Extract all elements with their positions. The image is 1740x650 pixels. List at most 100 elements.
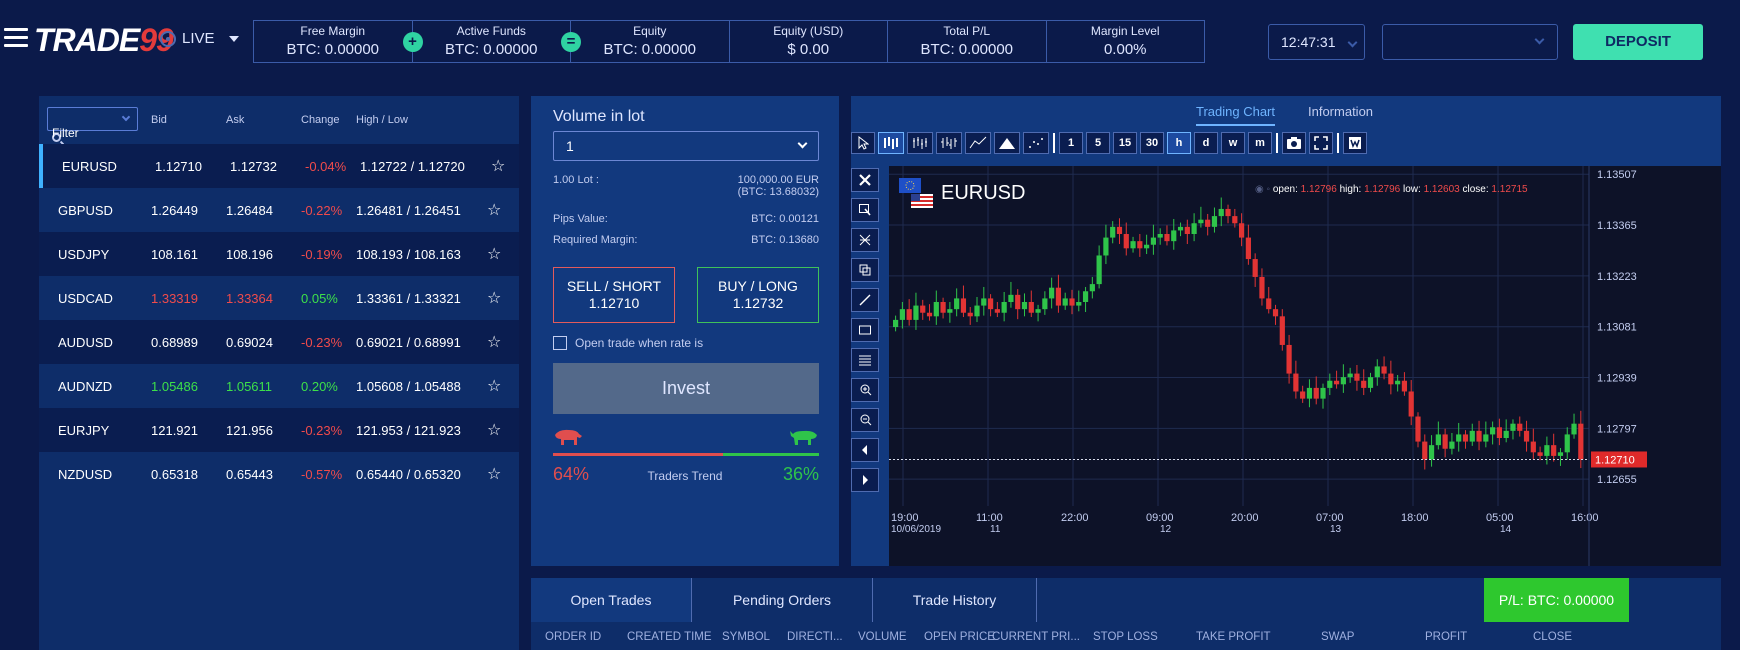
candle-body xyxy=(1490,427,1496,435)
trades-column-header[interactable]: SYMBOL xyxy=(722,631,770,643)
watchlist-row[interactable]: GBPUSD 1.26449 1.26484 -0.22% 1.26481 / 1.26… xyxy=(39,188,519,232)
live-signal-icon xyxy=(160,30,176,47)
star-icon[interactable]: ☆ xyxy=(487,466,502,483)
watchlist-row[interactable]: AUDUSD 0.68989 0.69024 -0.23% 0.69021 / 0.68… xyxy=(39,320,519,364)
candle-body xyxy=(1008,294,1014,302)
trades-column-header[interactable]: CREATED TIME xyxy=(627,631,712,643)
lot-select[interactable]: 1 xyxy=(553,131,819,161)
stat-value: BTC: 0.00000 xyxy=(920,41,1014,58)
zoom-in-icon[interactable] xyxy=(851,378,879,402)
trades-column-header[interactable]: VOLUME xyxy=(858,631,907,643)
trades-column-header[interactable]: TAKE PROFIT xyxy=(1196,631,1271,643)
account-mode-dropdown[interactable]: LIVE xyxy=(160,30,239,47)
zoom-out-icon[interactable] xyxy=(851,408,879,432)
tab-trade-history[interactable]: Trade History xyxy=(873,578,1037,622)
indicators-icon[interactable] xyxy=(1343,132,1367,154)
star-icon[interactable]: ☆ xyxy=(487,422,502,439)
clone-icon[interactable] xyxy=(851,258,879,282)
rectangle-icon[interactable] xyxy=(851,318,879,342)
watchlist-row[interactable]: AUDNZD 1.05486 1.05611 0.20% 1.05608 / 1.054… xyxy=(39,364,519,408)
scroll-left-icon[interactable] xyxy=(851,438,879,462)
candle-body xyxy=(1395,380,1401,385)
zoom-select-icon[interactable] xyxy=(851,198,879,222)
candle-body xyxy=(1272,309,1279,317)
y-tick-label: 1.12797 xyxy=(1597,423,1637,435)
trend-line-icon[interactable] xyxy=(851,288,879,312)
horizontal-lines-icon[interactable] xyxy=(851,348,879,372)
invest-button[interactable]: Invest xyxy=(553,363,819,414)
tab-trading-chart[interactable]: Trading Chart xyxy=(1196,104,1275,126)
buy-label: BUY / LONG xyxy=(718,278,798,294)
candle-body xyxy=(1150,237,1157,245)
trades-column-header[interactable]: STOP LOSS xyxy=(1093,631,1158,643)
tab-information[interactable]: Information xyxy=(1308,104,1374,119)
filter-input[interactable]: Filter xyxy=(47,107,138,142)
trades-column-header[interactable]: CURRENT PRI... xyxy=(992,631,1080,643)
star-icon[interactable]: ☆ xyxy=(487,202,502,219)
timeframe-30-button[interactable]: 30 xyxy=(1140,132,1164,154)
star-icon[interactable]: ☆ xyxy=(491,158,506,175)
tab-pending-orders[interactable]: Pending Orders xyxy=(692,578,873,622)
close-icon[interactable] xyxy=(851,168,879,192)
watchlist-row[interactable]: EURJPY 121.921 121.956 -0.23% 121.953 / 121.… xyxy=(39,408,519,452)
row-symbol: AUDUSD xyxy=(58,334,113,350)
delete-drawings-icon[interactable] xyxy=(851,228,879,252)
star-icon[interactable]: ☆ xyxy=(487,334,502,351)
area-chart-icon[interactable] xyxy=(994,132,1020,154)
deposit-button[interactable]: DEPOSIT xyxy=(1573,24,1703,60)
star-icon[interactable]: ☆ xyxy=(487,290,502,307)
candle-body xyxy=(926,312,933,317)
clock-dropdown[interactable]: 12:47:31 xyxy=(1268,24,1365,60)
row-ask: 1.33364 xyxy=(226,290,273,306)
account-select[interactable] xyxy=(1382,24,1558,60)
timeframe-5-button[interactable]: 5 xyxy=(1086,132,1110,154)
menu-icon[interactable] xyxy=(4,28,28,48)
timeframe-h-button[interactable]: h xyxy=(1167,132,1191,154)
candle-body xyxy=(913,305,919,320)
open-when-rate-checkbox[interactable] xyxy=(553,336,567,350)
star-icon[interactable]: ☆ xyxy=(487,378,502,395)
cursor-icon[interactable] xyxy=(851,132,875,154)
timeframe-15-button[interactable]: 15 xyxy=(1113,132,1137,154)
timeframe-1-button[interactable]: 1 xyxy=(1059,132,1083,154)
candle-body xyxy=(1483,434,1489,442)
timeframe-w-button[interactable]: w xyxy=(1221,132,1245,154)
trades-column-header[interactable]: PROFIT xyxy=(1425,631,1468,643)
trades-column-header[interactable]: ORDER ID xyxy=(545,631,602,643)
candle-body xyxy=(1035,309,1041,313)
hollow-candles-icon[interactable] xyxy=(907,132,933,154)
watchlist-row[interactable]: EURUSD 1.12710 1.12732 -0.04% 1.12722 / 1.12… xyxy=(39,144,519,188)
row-symbol: EURUSD xyxy=(62,158,117,174)
sell-short-button[interactable]: SELL / SHORT 1.12710 xyxy=(553,267,675,323)
ohlc-bars-icon[interactable] xyxy=(936,132,962,154)
candles-icon[interactable] xyxy=(878,132,904,154)
trades-column-header[interactable]: OPEN PRICE xyxy=(924,631,995,643)
price-chart[interactable]: 1.13507 1.13365 1.13223 1.13081 1.12939 1.127… xyxy=(889,166,1721,566)
buy-long-button[interactable]: BUY / LONG 1.12732 xyxy=(697,267,819,323)
tab-open-trades[interactable]: Open Trades xyxy=(531,578,692,622)
eur-usd-flags-icon xyxy=(899,178,933,208)
trades-column-header[interactable]: SWAP xyxy=(1321,631,1355,643)
timeframe-d-button[interactable]: d xyxy=(1194,132,1218,154)
scatter-chart-icon[interactable] xyxy=(1023,132,1049,154)
watchlist-row[interactable]: USDCAD 1.33319 1.33364 0.05% 1.33361 / 1.333… xyxy=(39,276,519,320)
fullscreen-icon[interactable] xyxy=(1309,132,1333,154)
pips-value: BTC: 0.00121 xyxy=(751,213,819,225)
candle-body xyxy=(1422,441,1428,460)
trades-column-header[interactable]: CLOSE xyxy=(1533,631,1572,643)
star-icon[interactable]: ☆ xyxy=(487,246,502,263)
watchlist-row[interactable]: USDJPY 108.161 108.196 -0.19% 108.193 / 108.… xyxy=(39,232,519,276)
camera-icon[interactable] xyxy=(1282,132,1306,154)
trades-column-header[interactable]: DIRECTI... xyxy=(787,631,843,643)
timeframe-m-button[interactable]: m xyxy=(1248,132,1272,154)
lot-info-label: 1.00 Lot : xyxy=(553,174,599,186)
candle-body xyxy=(1564,434,1570,453)
line-chart-icon[interactable] xyxy=(965,132,991,154)
scroll-right-icon[interactable] xyxy=(851,468,879,492)
row-change: -0.04% xyxy=(305,158,347,174)
candle-body xyxy=(1367,377,1374,388)
row-ask: 121.956 xyxy=(226,422,273,438)
watchlist-row[interactable]: NZDUSD 0.65318 0.65443 -0.57% 0.65440 / 0.65… xyxy=(39,452,519,496)
stat-label: Equity xyxy=(633,24,667,38)
row-change: -0.57% xyxy=(301,466,343,482)
